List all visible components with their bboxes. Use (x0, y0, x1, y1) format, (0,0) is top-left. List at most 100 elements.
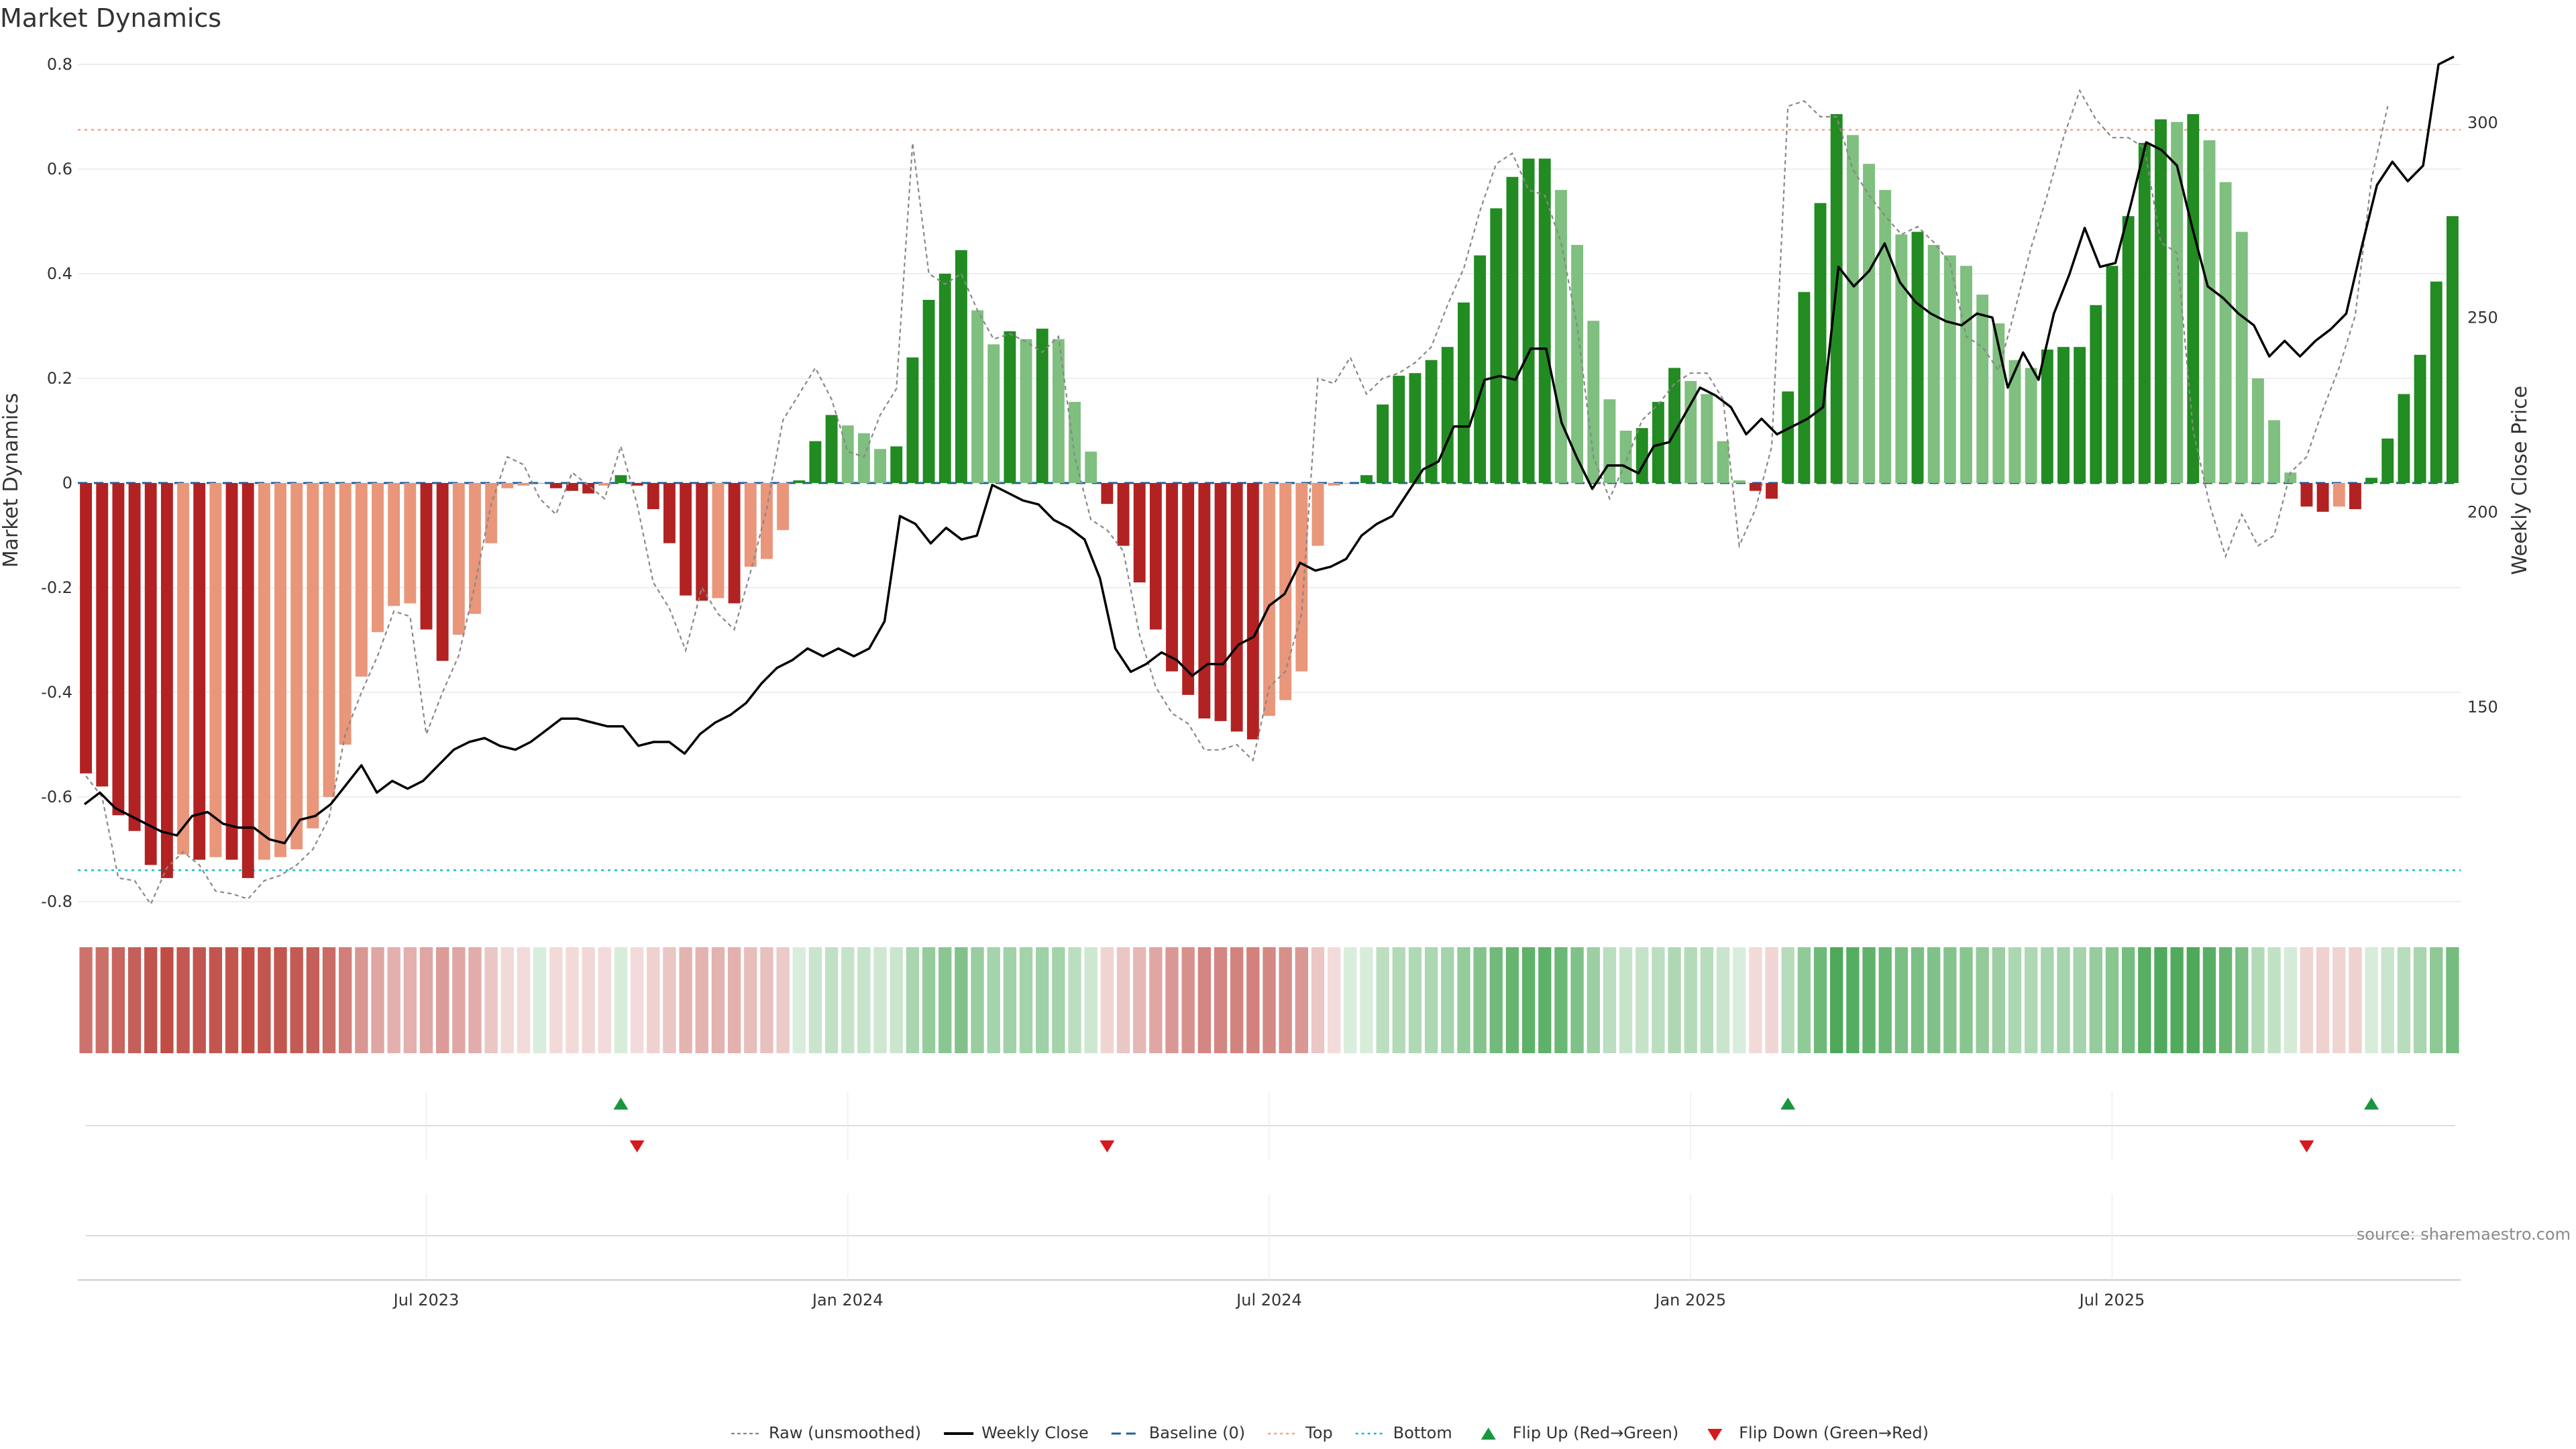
flip-down-marker (1099, 1140, 1115, 1152)
bar (2074, 347, 2086, 483)
weekly-close-line (83, 55, 2455, 845)
bar (2008, 360, 2021, 483)
heat-cell (1668, 947, 1681, 1053)
bar (436, 483, 449, 661)
bar (2430, 281, 2443, 483)
y2-tick-label: 200 (2467, 503, 2498, 522)
heat-cell (906, 947, 920, 1053)
heat-cell (2202, 947, 2216, 1053)
bar (2365, 478, 2378, 483)
bar (841, 425, 854, 483)
bar (2398, 394, 2410, 483)
heat-cell (322, 947, 336, 1053)
heat-cell (1441, 947, 1454, 1053)
heat-cell (614, 947, 628, 1053)
heat-cell (2446, 947, 2459, 1053)
heat-cell (1311, 947, 1325, 1053)
bar (1733, 480, 1746, 483)
heat-cell (1489, 947, 1503, 1053)
heat-cell (2235, 947, 2249, 1053)
heat-cell (2349, 947, 2362, 1053)
legend-item-bottom: Bottom (1355, 1424, 1452, 1442)
bar (452, 483, 465, 635)
legend-label: Raw (unsmoothed) (769, 1424, 921, 1442)
bar (290, 483, 303, 849)
heat-cell (549, 947, 563, 1053)
heat-cell (1943, 947, 1957, 1053)
bar (1927, 245, 1940, 483)
heat-cell (1797, 947, 1811, 1053)
y-tick-label: -0.6 (41, 788, 72, 806)
heat-cell (1214, 947, 1228, 1053)
heat-cell (2105, 947, 2119, 1053)
heat-cell (111, 947, 125, 1053)
heat-cell (1457, 947, 1470, 1053)
bar (793, 480, 806, 483)
y2-tick-label: 150 (2467, 698, 2498, 716)
heat-cell (695, 947, 708, 1053)
heat-cell (1068, 947, 1081, 1053)
heat-cell (306, 947, 320, 1053)
heat-cell (1279, 947, 1292, 1053)
heat-cell (1781, 947, 1794, 1053)
bar (1117, 483, 1130, 546)
heat-cell (2284, 947, 2297, 1053)
heat-cell (95, 947, 109, 1053)
heat-cell (468, 947, 482, 1053)
bar (680, 483, 692, 596)
bar (2332, 483, 2345, 507)
flip-up-marker (2364, 1097, 2379, 1110)
heat-cell (792, 947, 806, 1053)
bar (2252, 378, 2264, 483)
bar (1004, 331, 1016, 483)
bar (2381, 438, 2394, 483)
heat-cell (1165, 947, 1179, 1053)
bar (225, 483, 238, 860)
bar (2138, 143, 2151, 483)
legend-label: Baseline (0) (1149, 1424, 1245, 1442)
bar (1230, 483, 1243, 732)
heat-cell (1149, 947, 1163, 1053)
bar (825, 415, 838, 483)
bar (1976, 294, 1989, 483)
bar (1149, 483, 1162, 630)
heat-cell (647, 947, 660, 1053)
bar (1360, 475, 1373, 483)
legend-label: Flip Up (Red→Green) (1513, 1424, 1679, 1442)
heat-cell (371, 947, 384, 1053)
heat-cell (1619, 947, 1633, 1053)
bar (1538, 158, 1551, 483)
heat-cell (1197, 947, 1212, 1053)
bar (2284, 472, 2297, 483)
bar (744, 483, 757, 567)
heat-cell (533, 947, 547, 1053)
bar (1506, 176, 1519, 483)
bar (209, 483, 222, 857)
heat-cell (598, 947, 611, 1053)
bar (1214, 483, 1227, 721)
legend: Raw (unsmoothed) Weekly Close Baseline (0)… (731, 1424, 1929, 1442)
heat-cell (1230, 947, 1244, 1053)
bar (485, 483, 498, 543)
heat-cell (566, 947, 579, 1053)
flip-down-marker (629, 1140, 645, 1152)
heat-cell (1700, 947, 1714, 1053)
bar (1522, 158, 1535, 483)
bar (777, 483, 790, 531)
bar (274, 483, 286, 857)
legend-label: Top (1305, 1424, 1333, 1442)
heat-cell (500, 947, 514, 1053)
heat-cell (1716, 947, 1730, 1053)
bar (1587, 321, 1600, 483)
bar (2155, 119, 2167, 483)
bar (1036, 328, 1049, 483)
heat-cell (79, 947, 93, 1053)
heat-cell (1554, 947, 1568, 1053)
legend-swatch (1481, 1428, 1496, 1440)
bar (2057, 347, 2070, 483)
heat-cell (2008, 947, 2022, 1053)
bar (501, 483, 514, 488)
heat-cell (2381, 947, 2394, 1053)
bar (1684, 380, 1697, 483)
left-axis: 0.8 0.6 0.4 0.2 0 -0.2 -0.4 -0.6 -0.8 (41, 55, 72, 911)
